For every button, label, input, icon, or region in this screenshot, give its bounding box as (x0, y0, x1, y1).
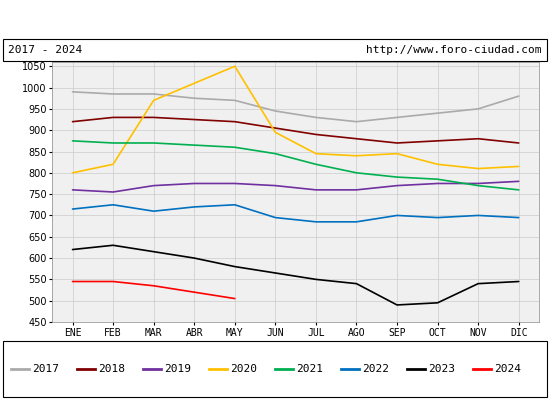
Text: 2021: 2021 (296, 364, 323, 374)
Text: 2017 - 2024: 2017 - 2024 (8, 45, 82, 55)
Text: 2022: 2022 (362, 364, 389, 374)
Text: 2020: 2020 (230, 364, 257, 374)
Text: 2018: 2018 (98, 364, 125, 374)
Text: Evolucion del paro registrado en Consuegra: Evolucion del paro registrado en Consueg… (99, 12, 451, 26)
Text: http://www.foro-ciudad.com: http://www.foro-ciudad.com (366, 45, 542, 55)
Text: 2023: 2023 (428, 364, 455, 374)
Text: 2019: 2019 (164, 364, 191, 374)
Text: 2017: 2017 (32, 364, 59, 374)
Text: 2024: 2024 (494, 364, 521, 374)
